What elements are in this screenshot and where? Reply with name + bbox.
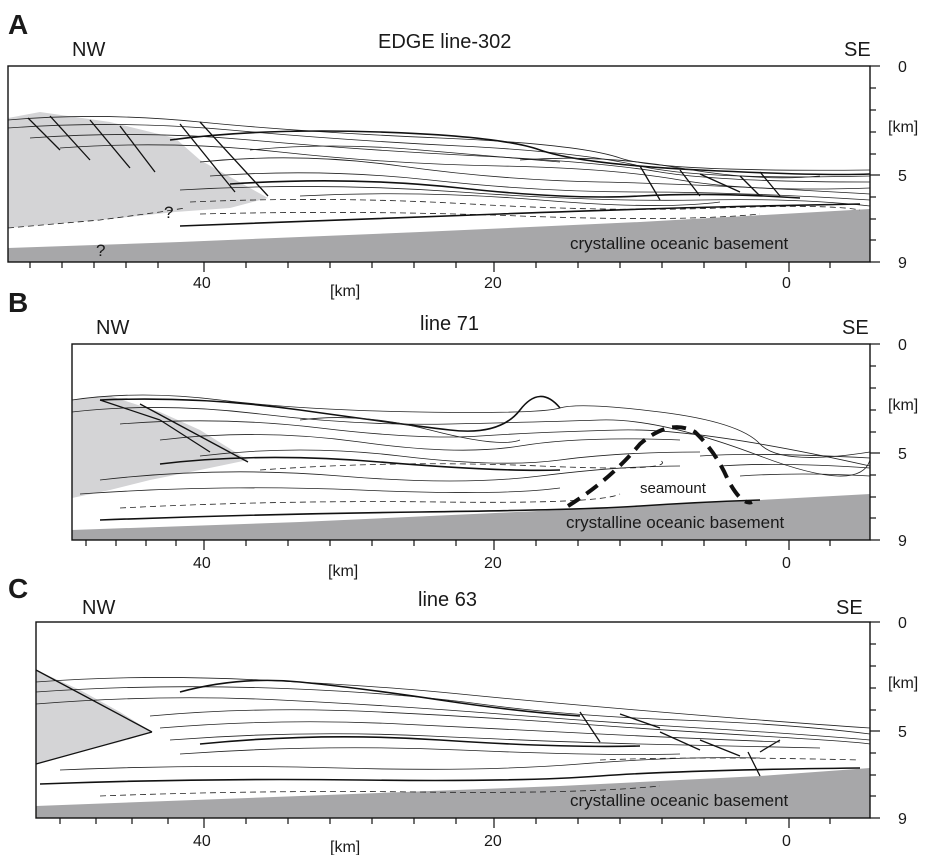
fault-lines bbox=[99, 399, 249, 463]
panel-frame bbox=[71, 343, 871, 541]
distance-tick-label: 40 bbox=[193, 555, 211, 572]
depth-tick-label: 9 bbox=[898, 533, 907, 550]
depth-tick-label: 0 bbox=[898, 337, 907, 354]
basement-label: crystalline oceanic basement bbox=[570, 234, 789, 253]
depth-axis: 0 [km] 5 9 bbox=[870, 59, 918, 272]
depth-unit-label: [km] bbox=[888, 675, 918, 692]
seamount-label: seamount bbox=[640, 480, 707, 497]
nw-shaded-wedge bbox=[8, 112, 268, 228]
panel-c: C NW line 63 SE bbox=[8, 573, 918, 855]
nw-shaded-wedge bbox=[36, 670, 152, 764]
panel-a: A NW EDGE line-302 SE bbox=[7, 9, 918, 300]
depth-tick-label: 5 bbox=[898, 168, 907, 185]
direction-se-label: SE bbox=[844, 39, 871, 61]
panel-b: B NW line 71 SE bbox=[8, 287, 918, 580]
sediment-horizons bbox=[71, 394, 871, 521]
panel-title: EDGE line-302 bbox=[378, 31, 511, 53]
panel-title: line 71 bbox=[420, 313, 479, 335]
distance-tick-label: 0 bbox=[782, 555, 791, 572]
basement-label: crystalline oceanic basement bbox=[566, 513, 785, 532]
direction-se-label: SE bbox=[842, 317, 869, 339]
direction-se-label: SE bbox=[836, 597, 863, 619]
distance-tick-label: 20 bbox=[484, 555, 502, 572]
depth-axis: 0 [km] 5 9 bbox=[870, 337, 918, 550]
seamount-outline bbox=[566, 425, 753, 508]
panel-title: line 63 bbox=[418, 589, 477, 611]
depth-unit-label: [km] bbox=[888, 119, 918, 136]
sediment-horizons bbox=[35, 677, 871, 797]
distance-axis: 40 [km] 20 0 bbox=[59, 818, 831, 855]
depth-tick-label: 0 bbox=[898, 59, 907, 76]
panel-letter: A bbox=[8, 9, 28, 40]
distance-tick-label: 0 bbox=[782, 833, 791, 850]
distance-axis: 40 [km] 20 0 bbox=[29, 262, 831, 300]
distance-tick-label: 0 bbox=[782, 275, 791, 292]
distance-tick-label: 40 bbox=[193, 275, 211, 292]
depth-tick-label: 9 bbox=[898, 811, 907, 828]
crystalline-basement-area bbox=[36, 768, 870, 818]
distance-unit-label: [km] bbox=[328, 563, 358, 580]
depth-unit-label: [km] bbox=[888, 397, 918, 414]
dashed-boundary bbox=[7, 207, 186, 229]
distance-tick-label: 20 bbox=[484, 275, 502, 292]
question-mark-label: ? bbox=[96, 241, 105, 260]
panel-frame bbox=[35, 621, 871, 819]
panel-letter: B bbox=[8, 287, 28, 318]
distance-unit-label: [km] bbox=[330, 839, 360, 855]
distance-tick-label: 20 bbox=[484, 833, 502, 850]
fault-lines bbox=[35, 669, 781, 777]
panel-letter: C bbox=[8, 573, 28, 604]
direction-nw-label: NW bbox=[96, 317, 129, 339]
basement-label: crystalline oceanic basement bbox=[570, 791, 789, 810]
depth-tick-label: 5 bbox=[898, 446, 907, 463]
question-mark-label: ? bbox=[164, 203, 173, 222]
distance-unit-label: [km] bbox=[330, 283, 360, 300]
depth-tick-label: 5 bbox=[898, 724, 907, 741]
crystalline-basement-area bbox=[8, 209, 870, 262]
distance-axis: 40 [km] 20 0 bbox=[85, 540, 831, 580]
depth-tick-label: 0 bbox=[898, 615, 907, 632]
depth-tick-label: 9 bbox=[898, 255, 907, 272]
fault-lines bbox=[27, 115, 781, 201]
distance-tick-label: 40 bbox=[193, 833, 211, 850]
panel-frame bbox=[7, 65, 871, 263]
sediment-horizons bbox=[7, 116, 871, 227]
direction-nw-label: NW bbox=[82, 597, 115, 619]
direction-nw-label: NW bbox=[72, 39, 105, 61]
nw-shaded-wedge bbox=[72, 396, 248, 498]
depth-axis: 0 [km] 5 9 bbox=[870, 615, 918, 828]
crystalline-basement-area bbox=[72, 494, 870, 540]
